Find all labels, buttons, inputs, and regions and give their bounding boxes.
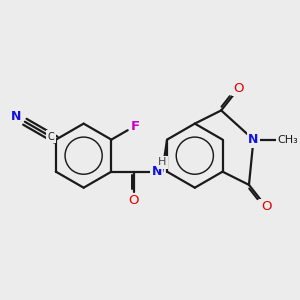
- Text: O: O: [233, 82, 244, 95]
- Text: N: N: [248, 133, 259, 146]
- Text: F: F: [130, 120, 140, 133]
- Text: N: N: [11, 110, 21, 123]
- Text: C: C: [48, 132, 54, 142]
- Text: H: H: [158, 157, 166, 167]
- Text: CH₃: CH₃: [277, 135, 298, 145]
- Text: O: O: [129, 194, 139, 207]
- Text: O: O: [261, 200, 272, 213]
- Text: N: N: [152, 165, 162, 178]
